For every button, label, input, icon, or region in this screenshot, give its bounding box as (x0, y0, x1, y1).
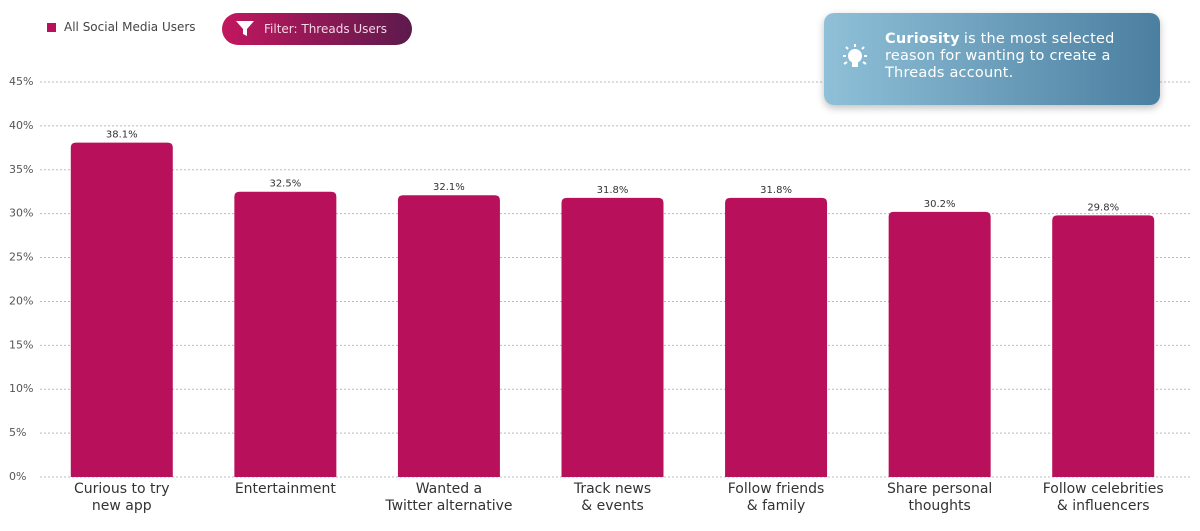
y-tick-label: 20% (9, 294, 33, 307)
bar (70, 142, 173, 478)
legend: All Social Media Users (47, 20, 196, 34)
value-label: 30.2% (924, 199, 956, 210)
bar (725, 197, 828, 477)
value-label: 31.8% (760, 185, 792, 196)
callout-body: is the most selected reason for wanting … (885, 31, 1115, 81)
x-tick-label: Entertainment (234, 481, 336, 497)
y-tick-label: 35% (9, 163, 33, 176)
filter-icon (236, 21, 254, 36)
y-tick-label: 0% (9, 470, 26, 483)
y-tick-label: 15% (9, 338, 33, 351)
bar (234, 191, 337, 477)
value-label: 29.8% (1087, 202, 1119, 213)
callout: Curiosity is the most selected reason for… (824, 13, 1160, 105)
y-tick-label: 30% (9, 207, 33, 220)
value-label: 31.8% (597, 185, 629, 196)
y-tick-label: 25% (9, 251, 33, 264)
filter-button[interactable]: Filter: Threads Users (222, 13, 412, 45)
x-tick-label: Curious to try new app (74, 481, 170, 514)
value-label: 38.1% (106, 130, 138, 141)
x-tick-label: Share personal thoughts (886, 481, 993, 514)
bar (888, 211, 991, 477)
x-tick-label: Follow celebrities & influencers (1042, 481, 1164, 514)
value-label: 32.5% (269, 179, 301, 190)
bar (561, 197, 664, 477)
y-tick-label: 45% (9, 75, 33, 88)
bar (1052, 215, 1155, 477)
x-tick-label: Follow friends & family (727, 481, 825, 514)
y-tick-label: 10% (9, 382, 33, 395)
lightbulb-icon (843, 44, 867, 67)
callout-highlight: Curiosity (885, 31, 960, 47)
bar (397, 195, 500, 477)
legend-swatch (47, 22, 56, 32)
x-tick-label: Wanted a Twitter alternative (385, 481, 513, 514)
y-tick-label: 40% (9, 119, 33, 132)
legend-label: All Social Media Users (64, 20, 196, 34)
y-tick-label: 5% (9, 426, 26, 439)
filter-label: Filter: Threads Users (264, 22, 387, 36)
value-label: 32.1% (433, 182, 465, 193)
callout-text: Curiosity is the most selected reason for… (885, 31, 1125, 82)
x-tick-label: Track news & events (573, 481, 652, 514)
